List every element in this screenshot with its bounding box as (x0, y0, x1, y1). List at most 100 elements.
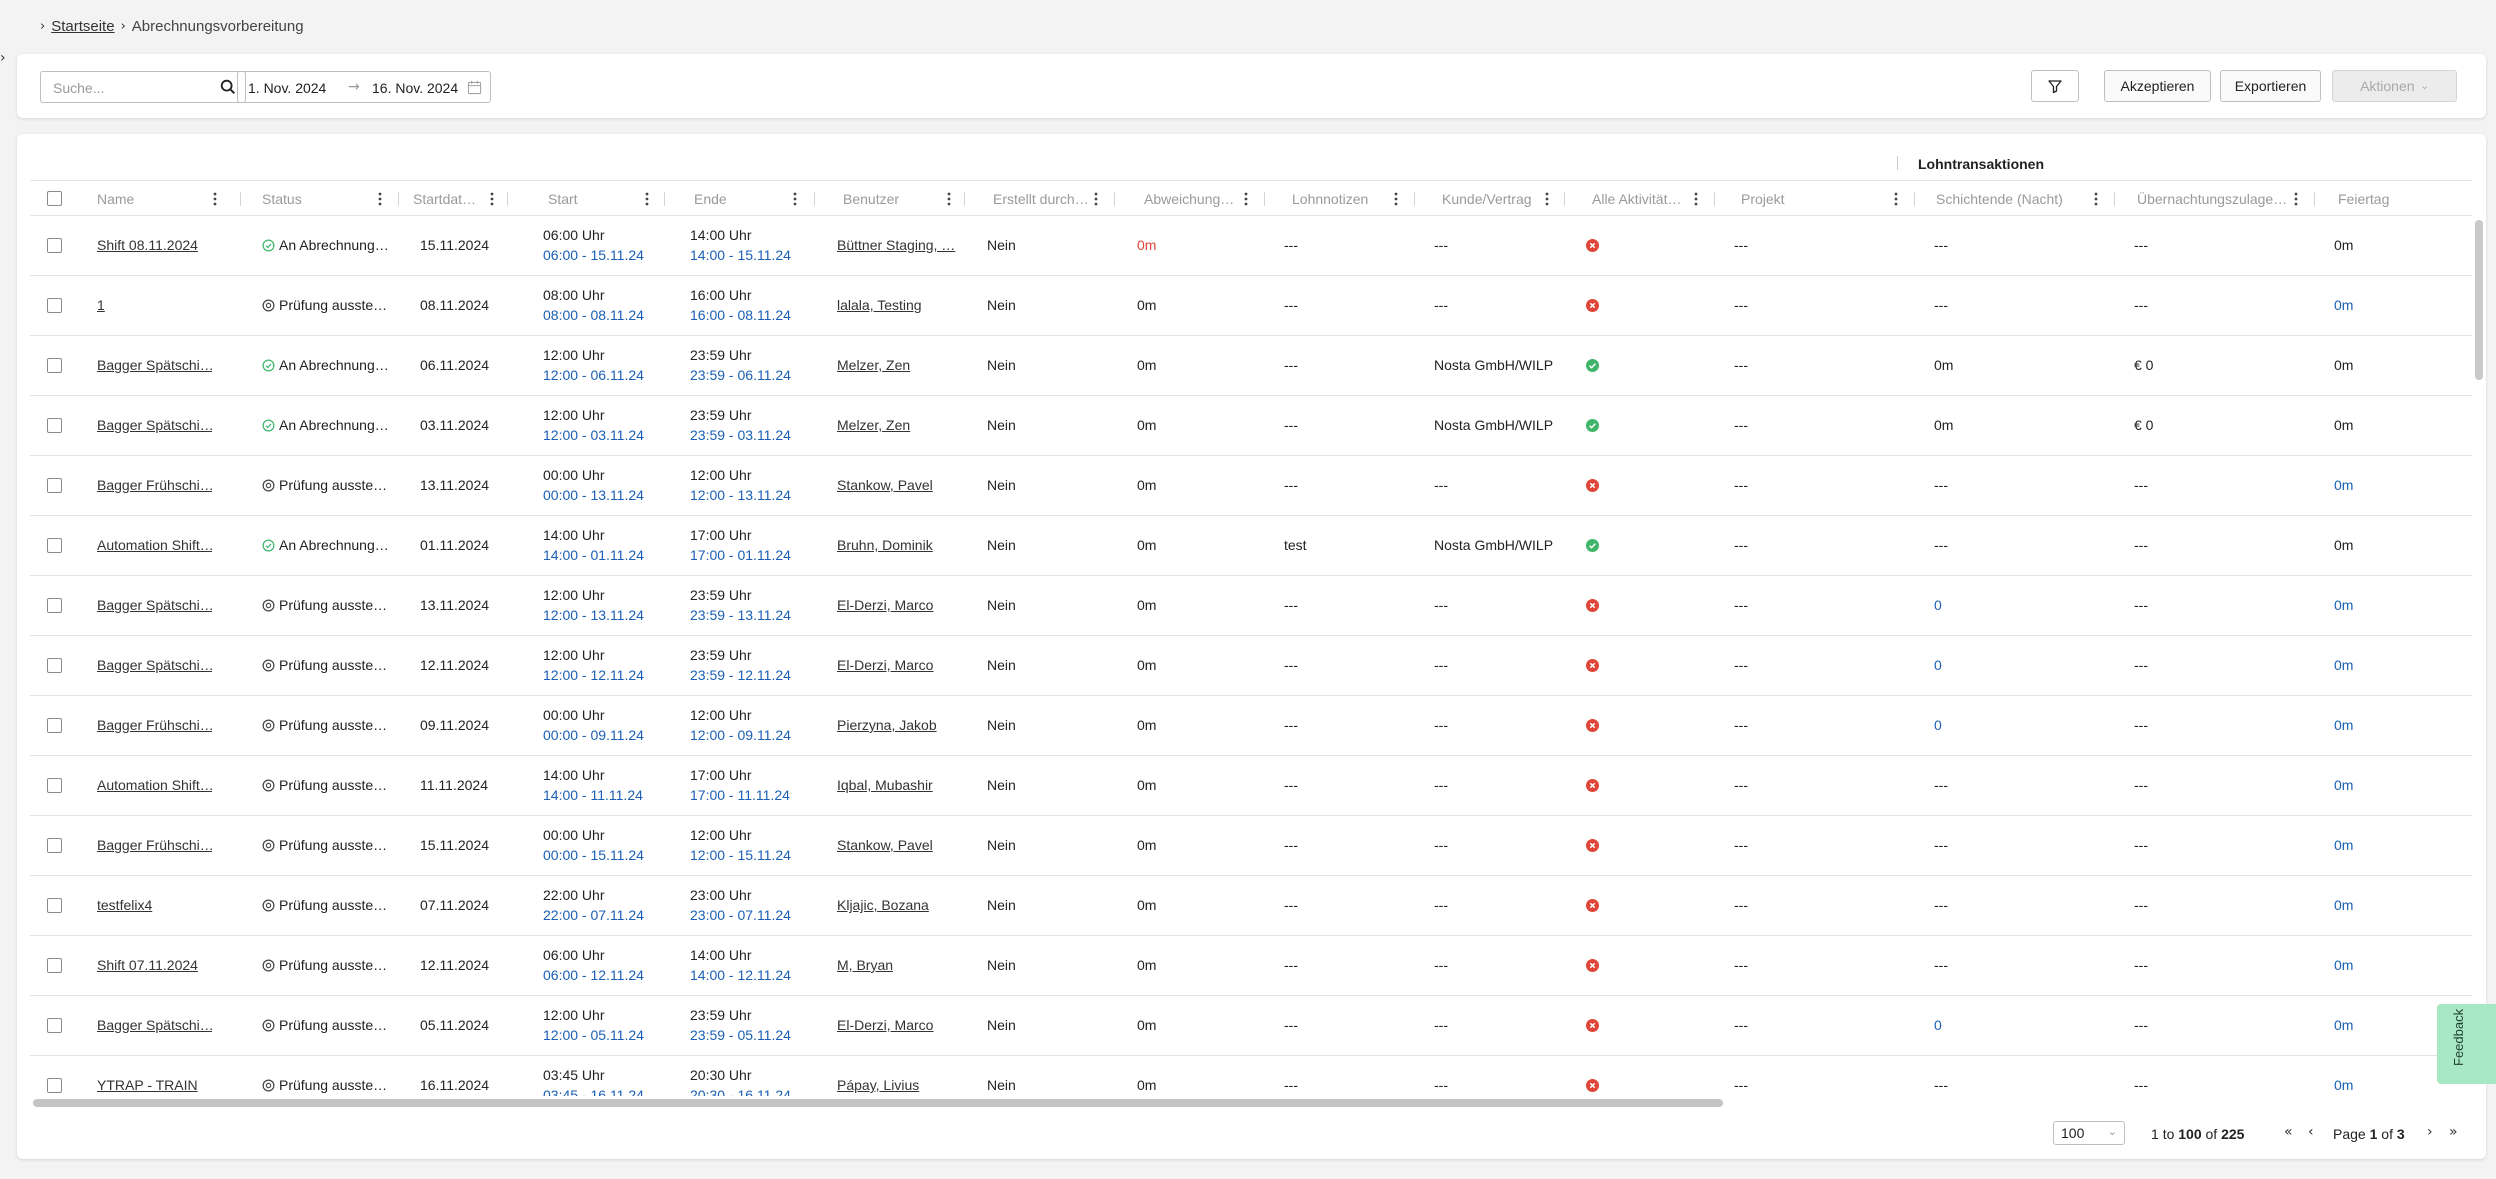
shift-name-link[interactable]: Bagger Spätschi… (97, 597, 212, 613)
shift-name-link[interactable]: Bagger Spätschi… (97, 657, 212, 673)
column-header-erstellt[interactable]: Erstellt durch… (993, 191, 1089, 207)
column-menu-icon[interactable] (642, 190, 652, 208)
holiday[interactable]: 0m (2334, 837, 2354, 853)
row-checkbox[interactable] (47, 598, 62, 613)
table-row[interactable]: Bagger Spätschi… Prüfung ausste… 05.11.202… (30, 996, 2472, 1056)
user-link[interactable]: M, Bryan (837, 957, 894, 973)
shift-name-link[interactable]: Bagger Spätschi… (97, 1017, 212, 1033)
holiday[interactable]: 0m (2334, 1017, 2354, 1033)
grid-body[interactable]: Shift 08.11.2024 An Abrechnung… 15.11.2024… (30, 216, 2472, 1096)
holiday[interactable]: 0m (2334, 777, 2354, 793)
row-checkbox[interactable] (47, 898, 62, 913)
next-page-icon[interactable]: › (2427, 1124, 2433, 1140)
table-row[interactable]: Bagger Spätschi… An Abrechnung… 03.11.2024… (30, 396, 2472, 456)
row-checkbox[interactable] (47, 1018, 62, 1033)
row-checkbox[interactable] (47, 298, 62, 313)
column-menu-icon[interactable] (1391, 190, 1401, 208)
date-range-picker[interactable]: 1. Nov. 2024 → 16. Nov. 2024 (237, 71, 491, 103)
user-link[interactable]: Pápay, Livius (837, 1077, 920, 1093)
column-resize-handle[interactable] (240, 192, 241, 206)
column-resize-handle[interactable] (1114, 192, 1115, 206)
shift-name-link[interactable]: Bagger Spätschi… (97, 417, 212, 433)
holiday[interactable]: 0m (2334, 897, 2354, 913)
breadcrumb-home-link[interactable]: Startseite (51, 18, 115, 35)
column-resize-handle[interactable] (2114, 192, 2115, 206)
column-menu-icon[interactable] (1091, 190, 1101, 208)
user-link[interactable]: lalala, Testing (837, 297, 922, 313)
accept-button[interactable]: Akzeptieren (2104, 70, 2211, 102)
holiday[interactable]: 0m (2334, 957, 2354, 973)
column-header-kunde[interactable]: Kunde/Vertrag (1442, 191, 1532, 207)
user-link[interactable]: El-Derzi, Marco (837, 597, 934, 613)
table-row[interactable]: Bagger Spätschi… Prüfung ausste… 12.11.202… (30, 636, 2472, 696)
night-shift-end[interactable]: 0 (1934, 657, 1942, 673)
horizontal-scrollbar[interactable] (33, 1099, 1723, 1107)
night-shift-end[interactable]: 0 (1934, 597, 1942, 613)
previous-page-icon[interactable]: ‹ (2308, 1124, 2314, 1140)
column-header-schicht[interactable]: Schichtende (Nacht) (1936, 191, 2063, 207)
sidebar-expand-icon[interactable]: › (0, 50, 6, 66)
column-menu-icon[interactable] (944, 190, 954, 208)
shift-name-link[interactable]: Bagger Frühschi… (97, 477, 212, 493)
column-resize-handle[interactable] (2314, 192, 2315, 206)
night-shift-end[interactable]: 0 (1934, 1017, 1942, 1033)
column-menu-icon[interactable] (2291, 190, 2301, 208)
column-menu-icon[interactable] (790, 190, 800, 208)
user-link[interactable]: El-Derzi, Marco (837, 1017, 934, 1033)
table-row[interactable]: YTRAP - TRAIN Prüfung ausste… 16.11.2024 03… (30, 1056, 2472, 1096)
shift-name-link[interactable]: Bagger Spätschi… (97, 357, 212, 373)
row-checkbox[interactable] (47, 658, 62, 673)
column-header-ende[interactable]: Ende (694, 191, 727, 207)
column-resize-handle[interactable] (1714, 192, 1715, 206)
table-row[interactable]: Automation Shift… Prüfung ausste… 11.11.20… (30, 756, 2472, 816)
user-link[interactable]: Melzer, Zen (837, 357, 911, 373)
table-row[interactable]: Bagger Spätschi… Prüfung ausste… 13.11.202… (30, 576, 2472, 636)
page-size-select[interactable]: 100 ⌄ (2053, 1121, 2125, 1145)
column-header-name[interactable]: Name (97, 191, 135, 207)
user-link[interactable]: Büttner Staging, … (837, 237, 956, 253)
table-row[interactable]: Automation Shift… An Abrechnung… 01.11.202… (30, 516, 2472, 576)
column-menu-icon[interactable] (210, 190, 220, 208)
actions-dropdown[interactable]: Aktionen ⌄ (2332, 70, 2457, 102)
column-resize-handle[interactable] (814, 192, 815, 206)
column-menu-icon[interactable] (1542, 190, 1552, 208)
column-header-alle[interactable]: Alle Aktivität… (1592, 191, 1682, 207)
row-checkbox[interactable] (47, 958, 62, 973)
column-header-projekt[interactable]: Projekt (1741, 191, 1785, 207)
holiday[interactable]: 0m (2334, 1077, 2354, 1093)
column-menu-icon[interactable] (1241, 190, 1251, 208)
vertical-scrollbar[interactable] (2475, 220, 2483, 380)
user-link[interactable]: Kljajic, Bozana (837, 897, 929, 913)
row-checkbox[interactable] (47, 778, 62, 793)
column-resize-handle[interactable] (1914, 192, 1915, 206)
column-resize-handle[interactable] (1414, 192, 1415, 206)
column-header-startdatum[interactable]: Startdat… (413, 191, 477, 207)
table-row[interactable]: 1 Prüfung ausste… 08.11.2024 08:00 Uhr 08:00… (30, 276, 2472, 336)
row-checkbox[interactable] (47, 538, 62, 553)
column-resize-handle[interactable] (1564, 192, 1565, 206)
column-menu-icon[interactable] (1891, 190, 1901, 208)
holiday[interactable]: 0m (2334, 657, 2354, 673)
user-link[interactable]: Stankow, Pavel (837, 477, 933, 493)
table-row[interactable]: testfelix4 Prüfung ausste… 07.11.2024 22:00… (30, 876, 2472, 936)
holiday[interactable]: 0m (2334, 477, 2354, 493)
column-resize-handle[interactable] (398, 192, 399, 206)
filter-button[interactable] (2031, 70, 2079, 102)
column-header-feiertag[interactable]: Feiertag (2338, 191, 2390, 207)
shift-name-link[interactable]: YTRAP - TRAIN (97, 1077, 198, 1093)
row-checkbox[interactable] (47, 418, 62, 433)
column-header-benutzer[interactable]: Benutzer (843, 191, 900, 207)
table-row[interactable]: Bagger Frühschi… Prüfung ausste… 13.11.202… (30, 456, 2472, 516)
column-header-uebernachtung[interactable]: Übernachtungszulage… (2137, 191, 2288, 207)
column-header-lohnnotizen[interactable]: Lohnnotizen (1292, 191, 1369, 207)
user-link[interactable]: Iqbal, Mubashir (837, 777, 933, 793)
shift-name-link[interactable]: Automation Shift… (97, 777, 212, 793)
shift-name-link[interactable]: Shift 07.11.2024 (97, 957, 198, 973)
table-row[interactable]: Shift 08.11.2024 An Abrechnung… 15.11.2024… (30, 216, 2472, 276)
user-link[interactable]: Bruhn, Dominik (837, 537, 933, 553)
holiday[interactable]: 0m (2334, 597, 2354, 613)
column-resize-handle[interactable] (507, 192, 508, 206)
holiday[interactable]: 0m (2334, 297, 2354, 313)
column-header-start[interactable]: Start (548, 191, 578, 207)
column-menu-icon[interactable] (2091, 190, 2101, 208)
